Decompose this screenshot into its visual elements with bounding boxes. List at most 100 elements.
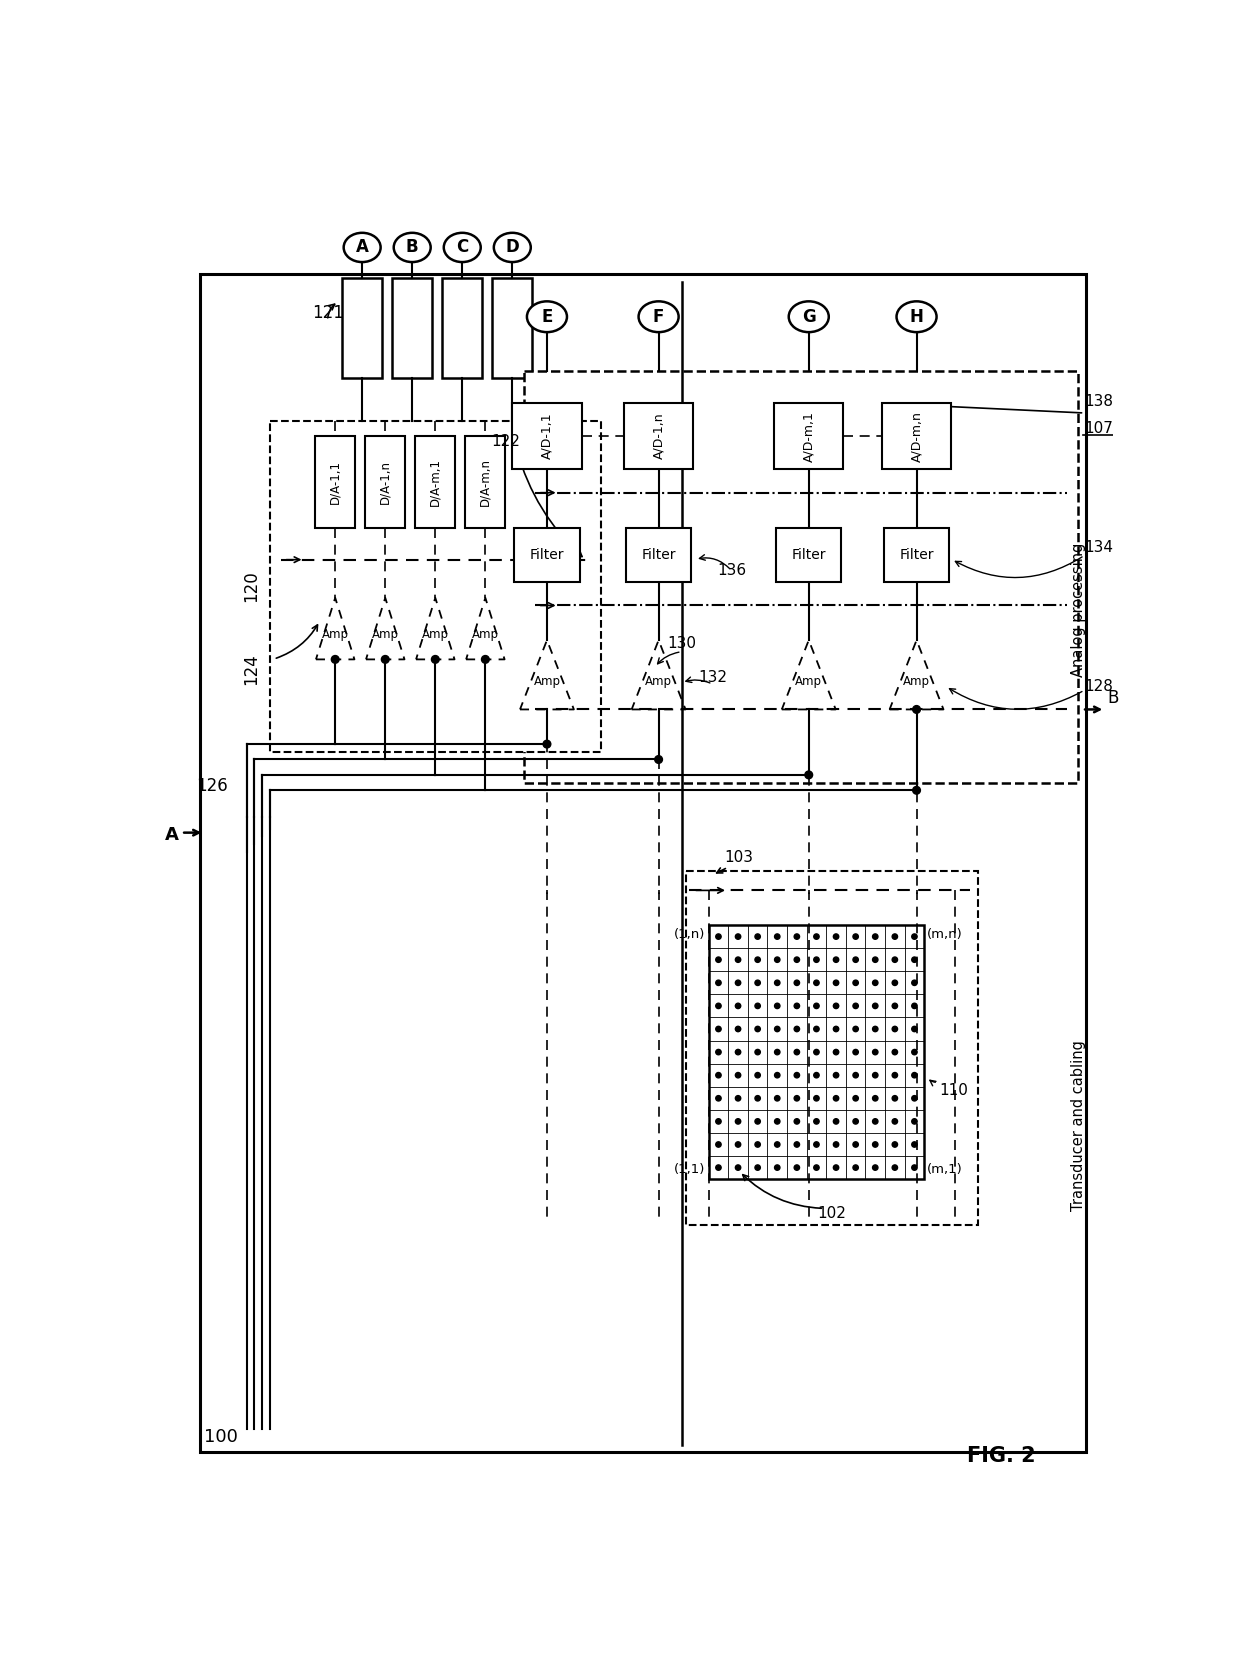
Circle shape — [892, 934, 898, 939]
Text: Amp: Amp — [422, 629, 449, 641]
Ellipse shape — [444, 233, 481, 262]
Circle shape — [911, 1119, 918, 1124]
Bar — [270, 421, 601, 751]
Circle shape — [833, 1142, 838, 1147]
Circle shape — [331, 656, 339, 662]
Circle shape — [794, 1073, 800, 1078]
Ellipse shape — [527, 302, 567, 332]
Circle shape — [794, 934, 800, 939]
Circle shape — [735, 1050, 740, 1055]
Circle shape — [813, 1050, 820, 1055]
Circle shape — [873, 1073, 878, 1078]
Circle shape — [833, 1095, 838, 1102]
Text: Amp: Amp — [903, 676, 930, 688]
Circle shape — [873, 979, 878, 986]
Circle shape — [873, 1026, 878, 1031]
Circle shape — [892, 1119, 898, 1124]
Text: 121: 121 — [312, 304, 343, 322]
Text: Amp: Amp — [645, 676, 672, 688]
Text: F: F — [653, 309, 665, 325]
Text: D: D — [506, 238, 520, 257]
Circle shape — [853, 934, 858, 939]
Circle shape — [813, 934, 820, 939]
Bar — [515, 528, 579, 582]
Circle shape — [715, 979, 722, 986]
Circle shape — [755, 979, 760, 986]
Ellipse shape — [789, 302, 828, 332]
Circle shape — [775, 1119, 780, 1124]
Circle shape — [755, 1119, 760, 1124]
Circle shape — [911, 934, 918, 939]
Text: 110: 110 — [940, 1083, 968, 1098]
Text: D/A-1,n: D/A-1,n — [378, 459, 392, 505]
Circle shape — [794, 1142, 800, 1147]
Circle shape — [833, 934, 838, 939]
Circle shape — [735, 1142, 740, 1147]
Bar — [708, 926, 924, 1179]
Circle shape — [794, 1026, 800, 1031]
Circle shape — [715, 1142, 722, 1147]
Text: A/D-m,1: A/D-m,1 — [802, 411, 815, 461]
Text: A/D-1,n: A/D-1,n — [652, 413, 665, 459]
Circle shape — [853, 1119, 858, 1124]
Circle shape — [853, 958, 858, 963]
Circle shape — [794, 1050, 800, 1055]
Bar — [392, 278, 433, 379]
Bar — [624, 404, 693, 470]
Text: Amp: Amp — [795, 676, 822, 688]
Text: Amp: Amp — [533, 676, 560, 688]
Text: C: C — [456, 238, 469, 257]
Circle shape — [913, 787, 920, 795]
Text: B: B — [405, 238, 419, 257]
Text: 134: 134 — [1085, 540, 1114, 555]
Circle shape — [892, 1050, 898, 1055]
Circle shape — [873, 1119, 878, 1124]
Text: (1,n): (1,n) — [675, 927, 706, 941]
Text: 107: 107 — [1085, 421, 1114, 436]
Circle shape — [794, 1003, 800, 1008]
Circle shape — [755, 1095, 760, 1102]
Circle shape — [911, 979, 918, 986]
Circle shape — [813, 1026, 820, 1031]
Bar — [512, 404, 582, 470]
Text: 128: 128 — [1085, 679, 1114, 694]
Ellipse shape — [639, 302, 678, 332]
Circle shape — [755, 1073, 760, 1078]
Bar — [686, 870, 978, 1226]
Circle shape — [382, 656, 389, 662]
Circle shape — [853, 1166, 858, 1171]
Circle shape — [775, 958, 780, 963]
Text: FIG. 2: FIG. 2 — [967, 1446, 1035, 1466]
Circle shape — [755, 934, 760, 939]
Circle shape — [813, 1166, 820, 1171]
Circle shape — [892, 1026, 898, 1031]
Circle shape — [913, 706, 920, 713]
Circle shape — [892, 1166, 898, 1171]
Circle shape — [775, 979, 780, 986]
Circle shape — [892, 1095, 898, 1102]
Text: H: H — [910, 309, 924, 325]
Bar — [776, 528, 842, 582]
Circle shape — [911, 1142, 918, 1147]
Circle shape — [892, 1073, 898, 1078]
Circle shape — [735, 934, 740, 939]
Text: 122: 122 — [491, 434, 520, 449]
Circle shape — [813, 1073, 820, 1078]
Circle shape — [775, 1050, 780, 1055]
Circle shape — [805, 771, 812, 778]
Circle shape — [715, 1026, 722, 1031]
Circle shape — [775, 934, 780, 939]
Circle shape — [775, 1142, 780, 1147]
Text: Transducer and cabling: Transducer and cabling — [1071, 1040, 1086, 1211]
Circle shape — [853, 1142, 858, 1147]
Circle shape — [813, 958, 820, 963]
Circle shape — [873, 1050, 878, 1055]
Text: 124: 124 — [243, 652, 260, 684]
Text: Amp: Amp — [321, 629, 348, 641]
Circle shape — [735, 1026, 740, 1031]
Circle shape — [911, 1073, 918, 1078]
Circle shape — [715, 1095, 722, 1102]
Circle shape — [873, 1166, 878, 1171]
Ellipse shape — [897, 302, 936, 332]
Bar — [465, 436, 506, 528]
